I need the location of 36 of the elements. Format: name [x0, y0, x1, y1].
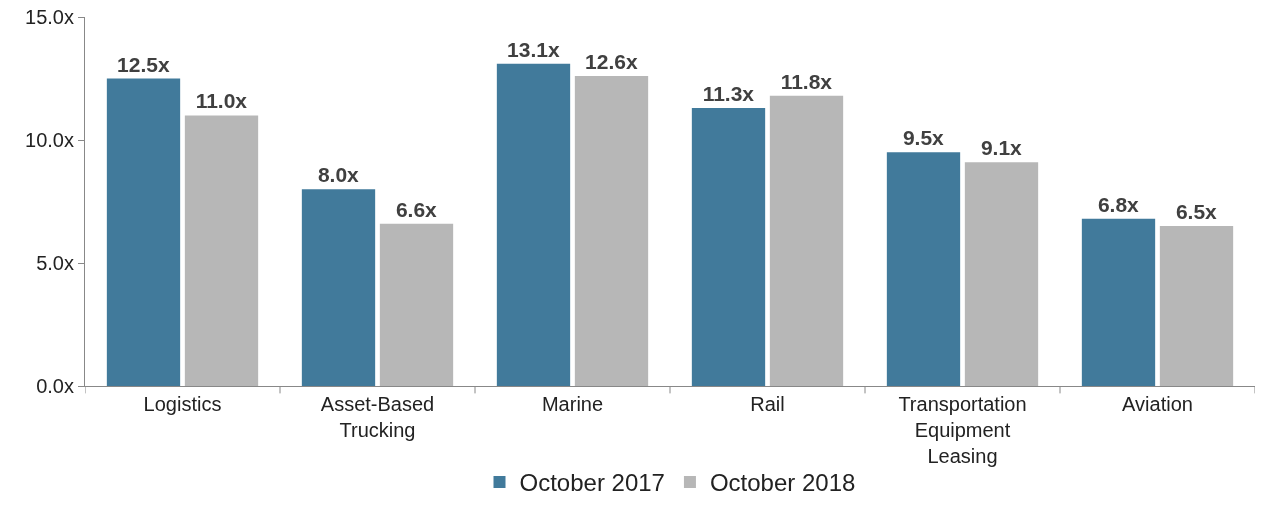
data-label: 11.3x [702, 82, 755, 106]
bar [964, 162, 1039, 386]
data-label: 13.1x [507, 37, 560, 61]
bar [691, 108, 766, 386]
bar [106, 78, 181, 386]
bar [769, 95, 844, 386]
bar [379, 223, 454, 386]
bar [1081, 218, 1156, 386]
x-tick-label: Aviation [1122, 393, 1193, 415]
data-label: 8.0x [317, 163, 360, 187]
legend-label: October 2017 [519, 469, 665, 497]
y-tick-label: 5.0x [36, 252, 74, 274]
data-label: 6.8x [1097, 192, 1140, 216]
data-label: 9.1x [980, 136, 1023, 160]
x-tick-label: Logistics [143, 393, 222, 415]
bar [496, 63, 571, 386]
data-label: 9.5x [902, 126, 945, 150]
bar [184, 115, 259, 386]
data-label: 6.6x [395, 197, 438, 221]
data-label: 6.5x [1175, 200, 1218, 224]
y-tick-label: 0.0x [36, 375, 74, 397]
bar [574, 76, 649, 386]
data-label: 12.6x [585, 50, 638, 74]
bar [886, 152, 961, 386]
data-label: 11.8x [780, 69, 833, 93]
data-label: 11.0x [195, 89, 248, 113]
y-tick-label: 10.0x [25, 129, 74, 151]
legend-label: October 2018 [709, 469, 856, 497]
x-tick-label: Asset-Based Trucking [320, 393, 435, 441]
x-tick-label: Rail [750, 393, 785, 415]
bar [301, 189, 376, 386]
x-tick-label: Marine [541, 393, 604, 415]
bar [1159, 226, 1234, 386]
y-tick-label: 15.0x [25, 6, 74, 28]
data-label: 12.5x [117, 52, 170, 76]
x-tick-label: Transportation Equipment Leasing [898, 393, 1027, 467]
